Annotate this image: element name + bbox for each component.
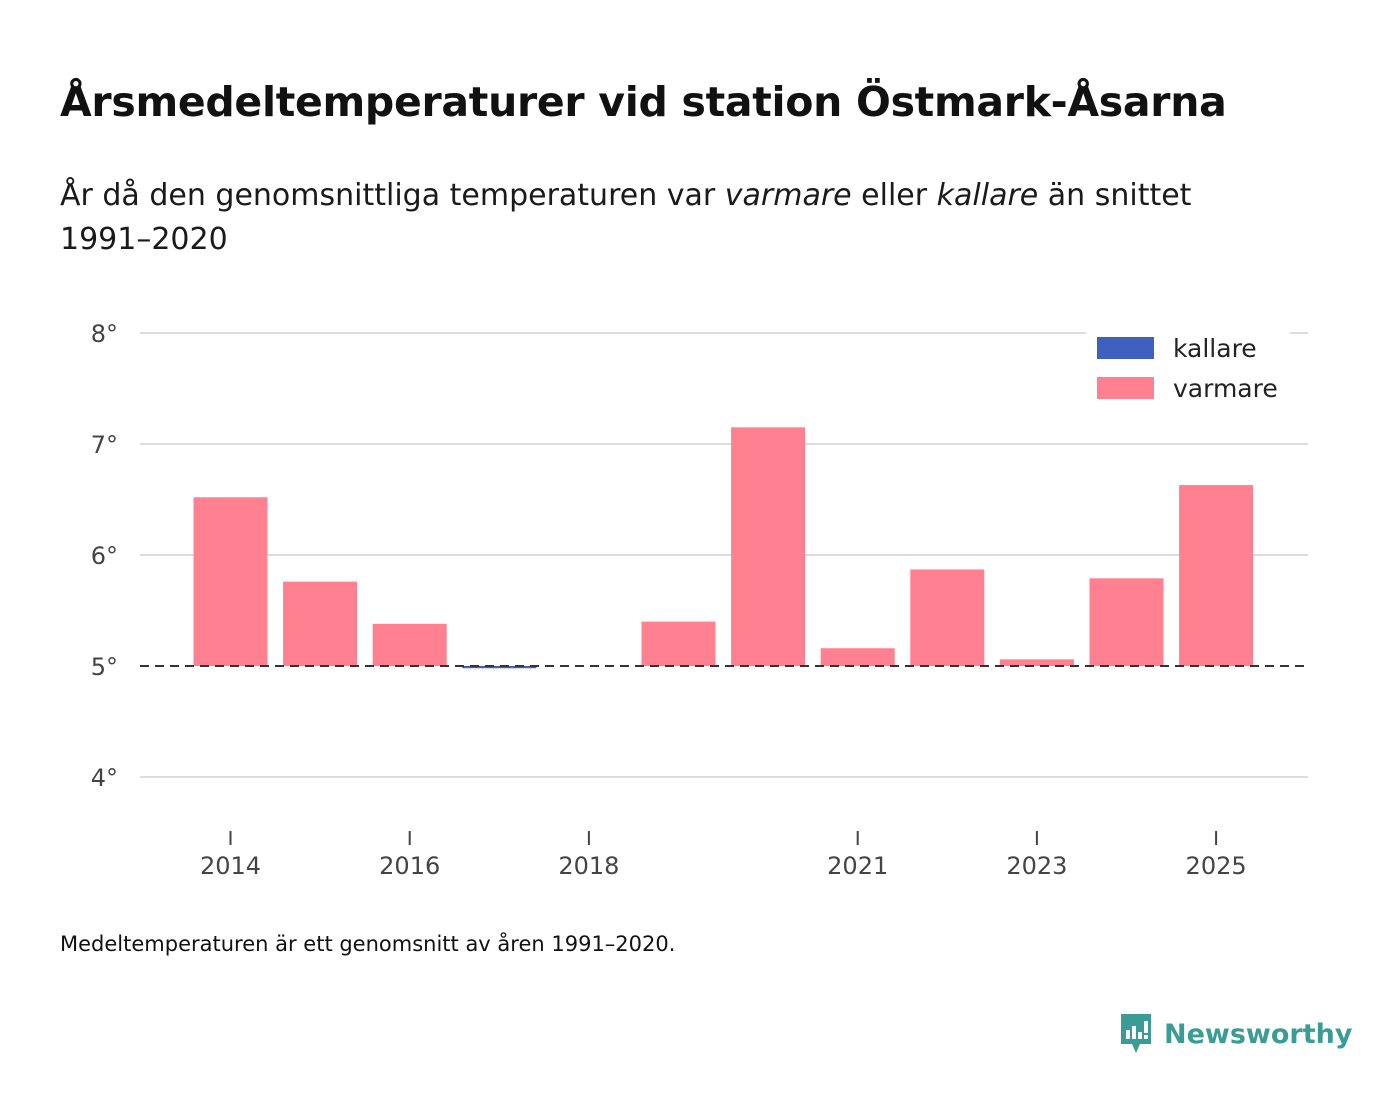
y-axis-ticks: 4° 5° 6° 7° 8° [91, 320, 118, 792]
footnote: Medeltemperaturen är ett genomsnitt av å… [60, 932, 676, 956]
bar-2017 [462, 666, 537, 669]
bar-2022 [910, 569, 985, 666]
x-tick-label: 2021 [827, 852, 888, 880]
x-axis-ticks: 2014 2016 2018 2021 2023 2025 [200, 831, 1247, 880]
bar-chart: 4° 5° 6° 7° 8° 2014 2016 2018 2021 2023 2025 kall… [91, 320, 1308, 880]
bar-2023 [999, 659, 1074, 666]
x-tick-label: 2016 [379, 852, 440, 880]
bar-2020 [731, 427, 806, 666]
y-tick-label: 4° [91, 764, 118, 792]
chart-title: Årsmedeltemperaturer vid station Östmark… [60, 78, 1227, 126]
brand[interactable]: Newsworthy [1118, 1012, 1352, 1056]
y-tick-label: 8° [91, 320, 118, 348]
bar-2019 [641, 621, 716, 666]
legend-swatch-kallare [1097, 337, 1154, 359]
subtitle-text-1: År då den genomsnittliga temperaturen va… [60, 178, 725, 213]
bars [193, 427, 1254, 669]
bar-2016 [372, 623, 447, 666]
subtitle-text-2: eller [851, 178, 937, 213]
y-tick-label: 6° [91, 542, 118, 570]
bar-2024 [1089, 578, 1164, 666]
subtitle-cold-word: kallare [936, 178, 1039, 213]
x-tick-label: 2018 [558, 852, 619, 880]
x-tick-label: 2025 [1186, 852, 1247, 880]
x-tick-label: 2014 [200, 852, 261, 880]
subtitle-text-3: än snittet 1991–2020 [60, 178, 1192, 257]
legend-label-kallare: kallare [1173, 334, 1257, 363]
legend-label-varmare: varmare [1173, 374, 1278, 403]
bar-2015 [283, 581, 358, 666]
y-tick-label: 5° [91, 653, 118, 681]
x-tick-label: 2023 [1006, 852, 1067, 880]
subtitle-warm-word: varmare [724, 178, 852, 213]
legend-swatch-varmare [1097, 377, 1154, 399]
bar-2021 [820, 648, 895, 666]
bar-2025 [1179, 485, 1254, 666]
y-tick-label: 7° [91, 431, 118, 459]
chart-subtitle: År då den genomsnittliga temperaturen va… [60, 174, 1280, 262]
legend: kallare varmare [1086, 326, 1290, 412]
newsworthy-logo-icon [1121, 1014, 1151, 1053]
bar-2014 [193, 497, 268, 666]
brand-name: Newsworthy [1164, 1018, 1353, 1050]
